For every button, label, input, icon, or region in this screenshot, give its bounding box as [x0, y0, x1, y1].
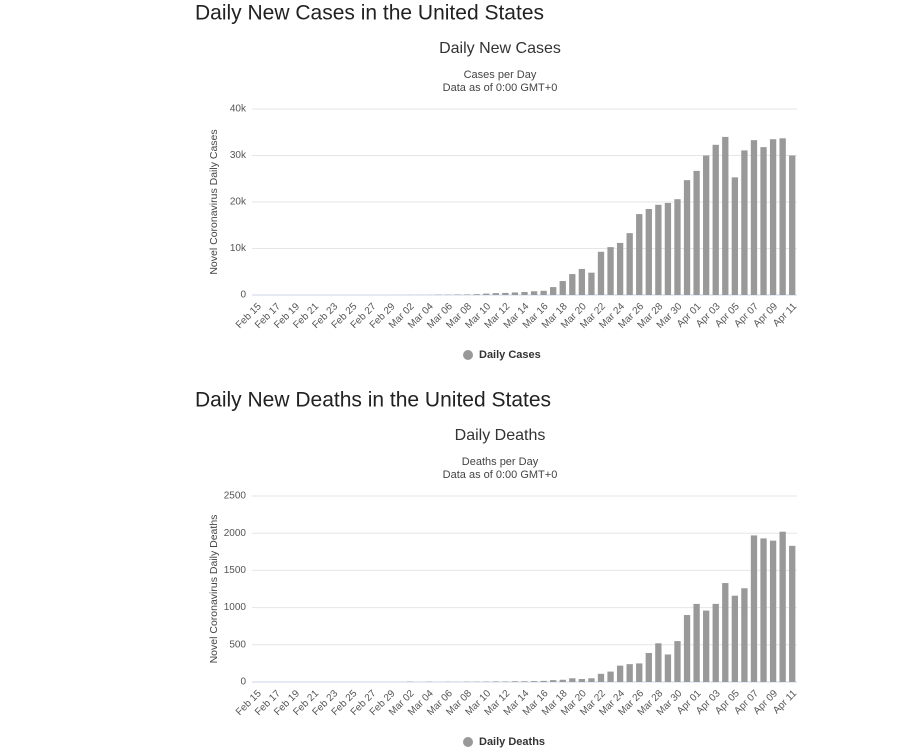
bar — [693, 603, 700, 682]
bar — [463, 294, 471, 295]
bar — [473, 294, 480, 295]
bar — [655, 643, 662, 682]
bar — [712, 603, 719, 682]
chart-subtitle: Data as of 0:00 GMT+0 — [443, 469, 558, 481]
bar — [492, 293, 499, 295]
bar — [540, 290, 547, 295]
chart-title: Daily New Cases — [439, 40, 561, 57]
bar — [521, 681, 528, 682]
bar — [703, 610, 710, 682]
bar — [741, 150, 748, 295]
bar — [569, 274, 576, 295]
y-tick-label: 1500 — [224, 565, 247, 576]
bar — [636, 214, 643, 295]
bar — [607, 247, 614, 295]
y-axis-label: Novel Coronavirus Daily Deaths — [208, 515, 220, 664]
bar — [789, 545, 796, 682]
bar — [760, 538, 767, 682]
bar — [578, 679, 586, 682]
y-tick-label: 1000 — [224, 602, 247, 613]
bar — [779, 138, 786, 295]
bar — [789, 155, 796, 295]
bar — [578, 268, 586, 295]
bar — [674, 641, 681, 682]
bar — [511, 681, 519, 682]
legend-label: Daily Cases — [479, 349, 541, 361]
bar — [559, 679, 566, 682]
bar — [769, 139, 777, 295]
bar — [750, 535, 758, 682]
bar — [511, 292, 519, 295]
bar — [616, 242, 624, 295]
bar — [530, 291, 538, 295]
bar — [502, 292, 509, 295]
bar — [664, 202, 672, 295]
bar — [664, 654, 672, 682]
bar — [521, 291, 528, 295]
bar — [645, 208, 652, 295]
bar — [550, 680, 557, 682]
bar — [683, 615, 691, 682]
bar — [483, 293, 490, 295]
bar — [559, 281, 566, 295]
bar — [769, 540, 777, 682]
y-tick-label: 30k — [230, 150, 247, 161]
bar — [674, 199, 681, 295]
chart-subtitle: Cases per Day — [464, 69, 537, 81]
bar — [588, 678, 595, 682]
bar — [569, 678, 576, 682]
bar — [760, 147, 767, 295]
y-tick-label: 500 — [229, 639, 246, 650]
bar — [779, 531, 786, 682]
legend-label: Daily Deaths — [479, 736, 545, 748]
y-tick-label: 10k — [230, 243, 247, 254]
bar — [750, 140, 758, 295]
bar — [492, 681, 499, 682]
bar — [683, 180, 691, 295]
y-tick-label: 2000 — [224, 528, 247, 539]
bar — [530, 681, 538, 682]
y-tick-label: 40k — [230, 104, 247, 115]
bar — [626, 233, 633, 295]
bar — [588, 272, 595, 295]
bar — [607, 671, 614, 682]
bar — [550, 287, 557, 295]
y-tick-label: 0 — [240, 677, 246, 688]
bar — [626, 664, 633, 682]
bar — [540, 680, 547, 682]
bar — [636, 663, 643, 682]
chart-subtitle: Deaths per Day — [462, 456, 539, 468]
page-heading: Daily New Cases in the United States — [195, 2, 544, 25]
bar — [703, 155, 710, 295]
chart-title: Daily Deaths — [455, 427, 546, 444]
y-tick-label: 2500 — [224, 491, 247, 502]
legend-marker — [463, 737, 473, 747]
bar — [645, 652, 652, 682]
bar — [722, 583, 729, 682]
y-tick-label: 20k — [230, 197, 247, 208]
y-axis-label: Novel Coronavirus Daily Cases — [208, 129, 220, 274]
bar — [722, 136, 729, 295]
bar — [616, 665, 624, 682]
bar — [731, 177, 739, 295]
chart-subtitle: Data as of 0:00 GMT+0 — [443, 82, 558, 94]
y-tick-label: 0 — [240, 290, 246, 301]
bar — [502, 681, 509, 682]
legend-marker — [463, 350, 473, 360]
bar — [731, 595, 739, 682]
bar — [655, 204, 662, 295]
bar — [712, 144, 719, 295]
bar — [597, 251, 605, 295]
bar — [454, 294, 461, 295]
bar — [741, 588, 748, 682]
bar — [693, 170, 700, 295]
page-heading: Daily New Deaths in the United States — [195, 389, 551, 412]
bar — [597, 673, 605, 682]
